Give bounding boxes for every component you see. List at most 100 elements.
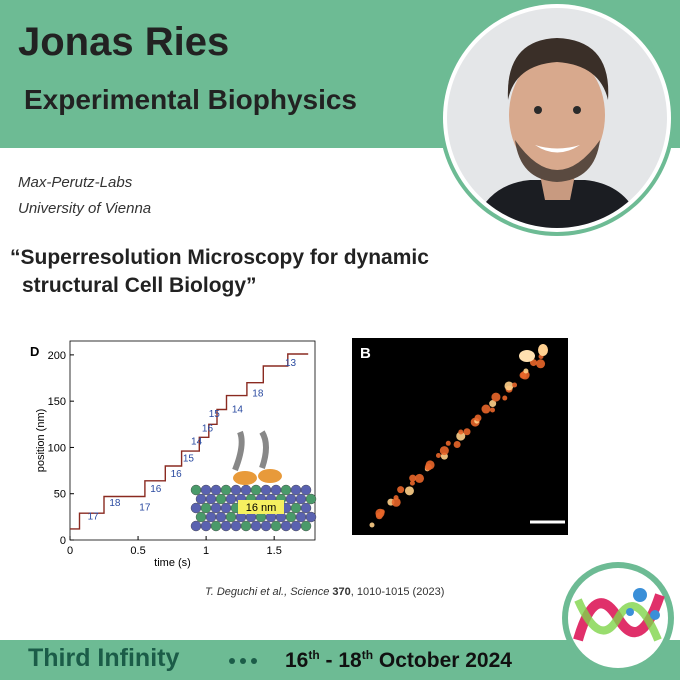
- affiliation: Max-Perutz-Labs: [18, 174, 133, 191]
- step-label: 18: [252, 389, 264, 400]
- tubulin: [260, 484, 272, 496]
- spot: [490, 407, 496, 413]
- tubulin: [300, 502, 312, 514]
- tubulin: [240, 484, 252, 496]
- tubulin: [250, 484, 262, 496]
- spot: [481, 404, 491, 414]
- tubulin: [250, 520, 262, 532]
- tubulin: [295, 511, 307, 523]
- spot: [445, 440, 451, 446]
- plot-frame: [69, 340, 316, 541]
- figure-b: B: [352, 338, 568, 535]
- speaker-name: Jonas Ries: [18, 20, 230, 64]
- month-year: October 2024: [378, 649, 512, 672]
- spot: [391, 497, 401, 507]
- spot: [519, 350, 535, 362]
- tubulin: [295, 493, 307, 505]
- suffix: th: [308, 648, 320, 662]
- tubulin: [200, 520, 212, 532]
- tubulin: [300, 484, 312, 496]
- spot: [404, 486, 414, 496]
- step-label: 13: [285, 358, 297, 369]
- tubulin: [220, 520, 232, 532]
- footer-band: [0, 640, 680, 680]
- inset-label: 16 nm: [246, 502, 277, 514]
- spot: [425, 460, 435, 470]
- tubulin: [300, 520, 312, 532]
- tubulin: [210, 520, 222, 532]
- logo: [562, 562, 674, 674]
- spot: [393, 495, 399, 501]
- x-tick-label: 1.5: [267, 545, 282, 557]
- spot: [463, 428, 471, 436]
- step-label: 14: [191, 437, 203, 448]
- tubulin: [290, 484, 302, 496]
- tubulin: [285, 511, 297, 523]
- tubulin: [225, 511, 237, 523]
- tubulin: [260, 520, 272, 532]
- tubulin: [280, 520, 292, 532]
- tubulin: [280, 484, 292, 496]
- department: Experimental Biophysics: [24, 84, 358, 115]
- motor-head: [258, 469, 282, 483]
- tubulin: [225, 493, 237, 505]
- volume: 370: [332, 586, 351, 598]
- tubulin: [220, 484, 232, 496]
- tubulin: [290, 520, 302, 532]
- tubulin: [190, 520, 202, 532]
- spot: [458, 429, 464, 435]
- spot: [453, 440, 461, 448]
- et-al: et al.,: [260, 586, 288, 598]
- affiliation: University of Vienna: [18, 200, 152, 217]
- tubulin: [305, 493, 317, 505]
- tubulin: [305, 511, 317, 523]
- panel-label: D: [30, 344, 39, 359]
- step-label: 17: [139, 502, 151, 513]
- tubulin: [240, 520, 252, 532]
- spot: [523, 368, 529, 374]
- conference: Third Infinity: [28, 644, 180, 672]
- motor-head: [233, 471, 257, 485]
- end-day: 18: [338, 649, 362, 672]
- spot: [439, 446, 449, 456]
- spot: [504, 381, 514, 391]
- tubulin: [210, 502, 222, 514]
- step-label: 15: [209, 409, 221, 420]
- spot: [379, 509, 385, 515]
- spot: [409, 480, 415, 486]
- step-label: 16: [171, 469, 183, 480]
- tubulin: [220, 502, 232, 514]
- citation: T. Deguchi et al., Science 370, 1010-101…: [205, 586, 444, 598]
- motor: [232, 430, 269, 472]
- spot: [409, 474, 417, 482]
- tubulin: [190, 502, 202, 514]
- tubulin: [205, 511, 217, 523]
- y-tick-label: 200: [48, 350, 66, 362]
- figure-d: 0 50 100 150 200 0 0.5 1 1.5 time (s) position (nm…: [30, 340, 317, 569]
- x-tick-label: 0.5: [130, 545, 145, 557]
- spot: [538, 344, 548, 356]
- step-label: 16: [202, 424, 214, 435]
- spot: [397, 486, 405, 494]
- authors: T. Deguchi: [205, 586, 258, 598]
- spot: [369, 522, 375, 528]
- tubulin: [195, 493, 207, 505]
- spot: [456, 431, 466, 441]
- inset: 16 nm: [190, 430, 317, 532]
- journal: Science: [290, 586, 330, 598]
- tubulin: [270, 484, 282, 496]
- spot: [435, 453, 441, 459]
- spot: [502, 395, 508, 401]
- x-tick-label: 1: [203, 545, 209, 557]
- tubulin: [230, 484, 242, 496]
- step-label: 14: [232, 404, 244, 415]
- x-tick-label: 0: [67, 545, 73, 557]
- tubulin: [215, 493, 227, 505]
- tubulin: [200, 484, 212, 496]
- spot: [415, 473, 425, 483]
- tubulin: [285, 493, 297, 505]
- spot: [491, 392, 501, 402]
- y-tick-label: 100: [48, 442, 66, 454]
- inset-box: [238, 500, 284, 514]
